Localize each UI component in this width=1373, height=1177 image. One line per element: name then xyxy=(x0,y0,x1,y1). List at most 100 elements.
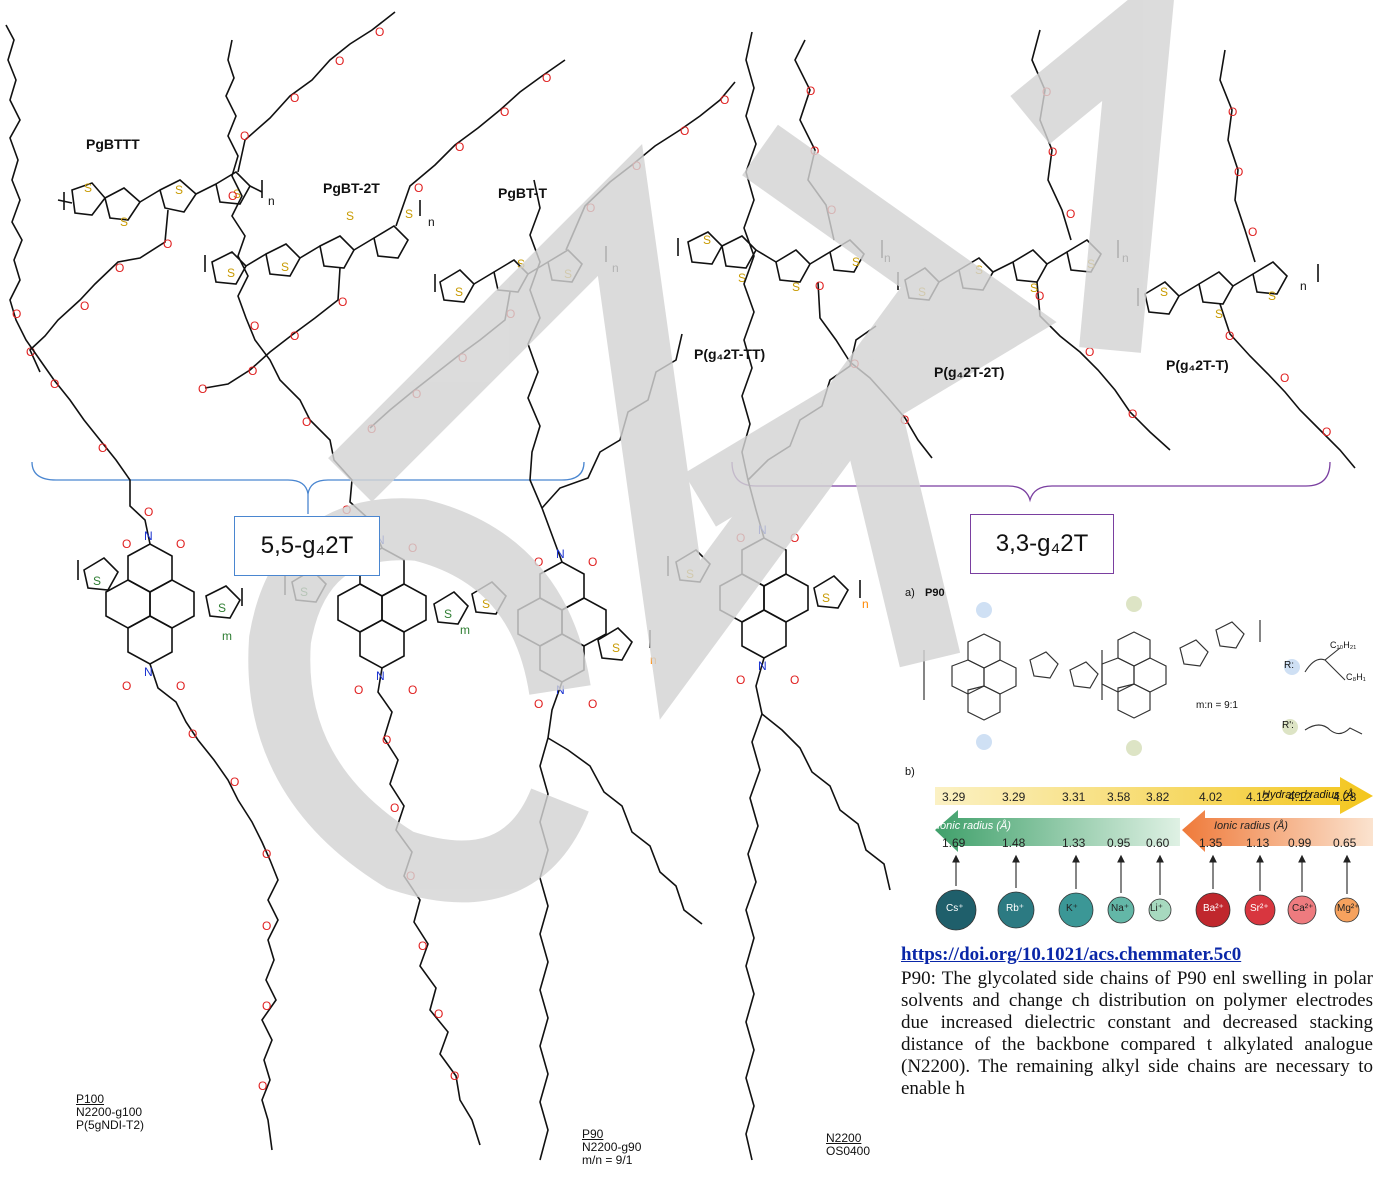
svg-text:O: O xyxy=(302,415,311,429)
svg-text:S: S xyxy=(84,181,92,195)
hydrated-radius-value: 4.28 xyxy=(1333,790,1357,804)
caption-p90: P90 N2200-g90 m/n = 9/1 xyxy=(582,1128,641,1167)
label-pgbt-t: PgBT-T xyxy=(498,185,547,201)
inset-r-prime-key-highlight xyxy=(1282,719,1298,735)
caption-p100: P100 N2200-g100 P(5gNDI-T2) xyxy=(76,1093,144,1132)
svg-text:O: O xyxy=(163,237,172,251)
ion-pointer-arrowhead xyxy=(1012,854,1020,863)
svg-text:O: O xyxy=(176,679,185,693)
svg-text:O: O xyxy=(26,345,35,359)
inset-r-chain: C₁₀H₂₁ xyxy=(1330,640,1357,650)
svg-text:O: O xyxy=(250,319,259,333)
inset-r-sidechain xyxy=(1304,647,1346,681)
inset-r-key-highlight xyxy=(1284,659,1300,675)
ion-sphere xyxy=(935,889,977,931)
ion-pointer-arrowhead xyxy=(1209,854,1217,863)
label-pg42t-2t: P(g₄2T-2T) xyxy=(934,364,1005,380)
svg-text:O: O xyxy=(418,939,427,953)
ion-label: Na⁺ xyxy=(1111,903,1130,914)
svg-text:O: O xyxy=(736,673,745,687)
brace-left xyxy=(31,461,585,495)
ion-sphere xyxy=(1334,897,1360,923)
structure-pgbt-2t xyxy=(204,59,566,389)
svg-text:S: S xyxy=(1268,289,1276,303)
caption-p100-formula: P(5gNDI-T2) xyxy=(76,1118,145,1132)
inset-title: P90 xyxy=(925,587,945,599)
svg-text:O: O xyxy=(815,279,824,293)
svg-text:O: O xyxy=(542,71,551,85)
svg-text:S: S xyxy=(346,209,354,223)
svg-text:O: O xyxy=(500,105,509,119)
ionic-radius-value: 0.60 xyxy=(1146,836,1170,850)
inset-structure-p90 xyxy=(923,620,1261,721)
svg-text:S: S xyxy=(281,260,289,274)
svg-text:N: N xyxy=(758,659,767,673)
ion-label: K⁺ xyxy=(1066,903,1078,914)
svg-text:O: O xyxy=(390,801,399,815)
structure-pg42t-t xyxy=(1137,49,1356,469)
group-box-3-3: 3,3-g₄2T xyxy=(970,514,1114,574)
ion-sphere xyxy=(1195,892,1231,928)
svg-text:O: O xyxy=(290,91,299,105)
group-label-3-3: 3,3-g₄2T xyxy=(995,530,1089,557)
svg-text:N: N xyxy=(376,669,385,683)
svg-text:O: O xyxy=(98,441,107,455)
svg-text:O: O xyxy=(80,299,89,313)
svg-text:N: N xyxy=(144,529,153,543)
structure-p100 xyxy=(5,24,279,1151)
svg-text:O: O xyxy=(1234,165,1243,179)
ion-label: Ba²⁺ xyxy=(1203,903,1224,914)
ion-pointer-arrowhead xyxy=(952,854,960,863)
ion-label: Ca²⁺ xyxy=(1292,903,1314,914)
svg-text:O: O xyxy=(680,124,689,138)
svg-text:O: O xyxy=(188,727,197,741)
caption-n2200-code: OS0400 xyxy=(826,1144,871,1158)
inset-r-highlight-top xyxy=(976,602,992,618)
svg-text:S: S xyxy=(444,607,452,621)
svg-text:O: O xyxy=(1228,105,1237,119)
svg-text:O: O xyxy=(1322,425,1331,439)
svg-text:O: O xyxy=(240,129,249,143)
hydrated-radius-value: 3.58 xyxy=(1107,790,1131,804)
svg-text:O: O xyxy=(122,537,131,551)
caption-p100-name: P100 xyxy=(76,1092,105,1106)
svg-text:O: O xyxy=(1128,407,1137,421)
inset-panel-a: a) xyxy=(905,587,915,599)
ionic-radius-arrow-divalent xyxy=(1182,810,1373,852)
svg-text:S: S xyxy=(822,591,830,605)
svg-text:O: O xyxy=(115,261,124,275)
group-box-5-5: 5,5-g₄2T xyxy=(234,516,380,576)
ion-label: Mg²⁺ xyxy=(1337,903,1360,914)
svg-text:O: O xyxy=(258,1079,267,1093)
svg-text:S: S xyxy=(852,255,860,269)
caption-p90-name: P90 xyxy=(582,1127,604,1141)
inset-r-prime-highlight-bottom xyxy=(1126,740,1142,756)
svg-text:O: O xyxy=(1085,345,1094,359)
svg-text:O: O xyxy=(900,413,909,427)
ion-pointer-arrowhead xyxy=(1072,854,1080,863)
svg-text:S: S xyxy=(517,257,525,271)
ion-pointer-arrowhead xyxy=(1156,854,1164,863)
caption-p90-ratio: m/n = 9/1 xyxy=(582,1153,633,1167)
inset-panel-b: b) xyxy=(905,766,915,778)
svg-text:S: S xyxy=(482,597,490,611)
svg-text:S: S xyxy=(227,266,235,280)
svg-text:N: N xyxy=(144,665,153,679)
ionic-radius-value: 1.35 xyxy=(1199,836,1223,850)
doi-link[interactable]: https://doi.org/10.1021/acs.chemmater.5c… xyxy=(901,944,1242,965)
svg-text:O: O xyxy=(1035,289,1044,303)
svg-text:O: O xyxy=(382,733,391,747)
hydrated-radius-label: Hydrated radius (Å xyxy=(1262,789,1354,801)
svg-text:O: O xyxy=(248,364,257,378)
svg-text:O: O xyxy=(790,673,799,687)
ionic-radius-label-divalent: Ionic radius (Å) xyxy=(1214,820,1288,832)
svg-text:O: O xyxy=(335,54,344,68)
svg-text:O: O xyxy=(806,84,815,98)
svg-text:S: S xyxy=(792,280,800,294)
svg-text:S: S xyxy=(612,641,620,655)
ion-label: Li⁺ xyxy=(1150,903,1164,914)
ion-pointer-arrows xyxy=(952,854,1351,895)
label-pg42t-t: P(g₄2T-T) xyxy=(1166,357,1229,373)
svg-text:O: O xyxy=(50,377,59,391)
